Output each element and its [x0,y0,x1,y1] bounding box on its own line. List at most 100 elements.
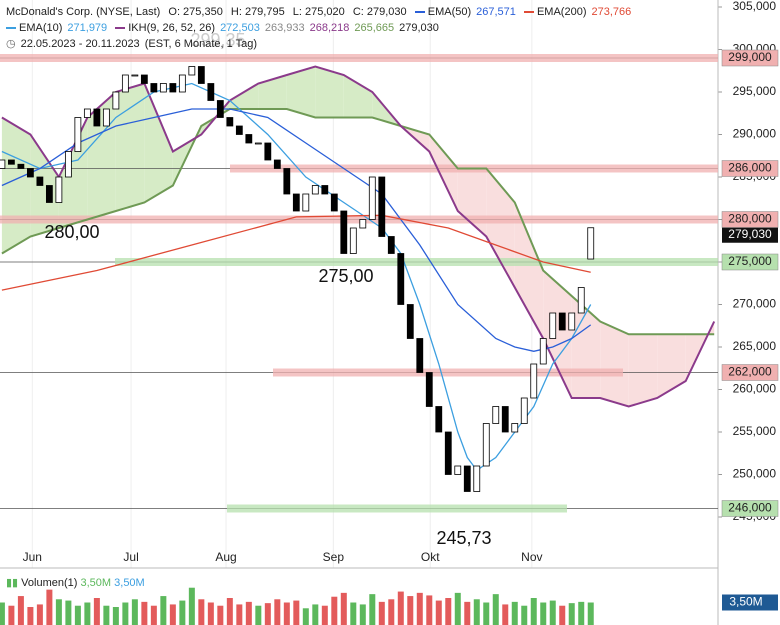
volume-bar [587,602,594,625]
last-price-label: 279,030 [728,227,772,241]
candle [302,193,310,212]
cloud-fill [87,92,116,220]
volume-bar [55,599,62,625]
volume-bar [8,605,15,625]
legend-value: 265,665 [354,22,395,34]
volume-bar [359,604,366,625]
cloud-fill [657,334,686,398]
candle [492,406,500,424]
candle [501,406,509,433]
volume-bar [0,602,5,625]
ma-line [1,108,592,352]
volume-bar [302,608,309,625]
volume-bar [198,599,205,625]
volume-bar [568,603,575,625]
header-row: EMA(10) 271,979 IKH(9, 26, 52, 26) 272,503… [6,20,636,36]
candle [416,338,424,373]
candle [169,83,177,93]
volume-bar [540,602,547,625]
level-label: 280,000 [728,212,772,226]
level-label: 275,000 [728,254,772,268]
candle [368,176,376,220]
last-price-box [722,226,778,243]
candle [55,176,63,203]
cloud-fill [30,134,59,237]
level-band [0,54,718,62]
volume-bar [27,607,34,625]
candle [587,227,595,260]
legend-value: 268,218 [309,22,350,34]
legend-value: 272,503 [220,22,260,34]
candle [131,74,139,77]
level-label: 299,000 [728,50,772,64]
volume-value: 3,50M [114,577,145,589]
volume-bar [226,598,233,625]
candle [93,108,101,127]
volume-bar [160,596,167,625]
volume-bar [521,605,528,625]
annotation: 280,00 [44,222,99,242]
ohlc: H: 279,795 [230,6,285,18]
candle [17,163,25,169]
cloud-fill [1,117,31,254]
candle [273,159,281,169]
volume-bar [74,605,81,625]
legend: EMA(200) [536,6,587,18]
volume-bar [331,596,338,625]
volume-bar [464,601,471,625]
candle [83,108,91,118]
cloud-span-a [1,65,716,408]
volume-bar [236,604,243,625]
candle [45,185,53,203]
level-band [115,258,718,266]
volume-bar [483,602,490,625]
volume-title: Volumen(1) [21,577,78,589]
candle [226,117,234,127]
candle [235,125,243,135]
candle [245,134,253,144]
level-box [721,500,779,517]
cloud-fill [286,66,316,118]
cloud-fill [315,66,344,118]
candle [520,397,528,424]
volume-bar [112,607,119,625]
y-tick-label: 260,000 [733,382,777,396]
y-tick-label: 265,000 [733,339,777,353]
volume-bar [445,598,452,625]
instrument: McDonald's Corp. (NYSE, Last) [6,6,161,18]
ohlc: O: 275,350 [168,6,223,18]
volume-bar [122,602,129,625]
ohlc: L: 275,020 [292,6,345,18]
volume-bar [46,589,53,625]
header-row: ◷ 22.05.2023 - 20.11.2023 (EST, 6 Monate, … [6,38,257,50]
level-label: 246,000 [728,501,772,515]
y-tick-label: 270,000 [733,297,777,311]
cloud-fill [571,296,601,398]
candle [340,210,348,254]
candle [216,100,224,118]
candle [444,431,452,475]
candle [112,91,120,110]
candle [406,304,414,339]
volume-bar [511,601,518,625]
volume-bar [350,602,357,625]
candle [7,159,15,165]
level-band [227,504,567,513]
cloud-fill [457,168,487,237]
volume-bar [169,604,176,625]
cloud-span-b [1,108,715,336]
volume-bar [141,601,148,625]
annotation: 299,35 [190,30,245,50]
cloud-fill [115,83,145,211]
ohlc: C: 279,030 [352,6,407,18]
volume-value: 3,50M [80,577,112,589]
legend-value: 273,766 [591,6,632,18]
candle [435,406,443,433]
candle [558,312,566,331]
cloud-fill [229,83,259,109]
candle [188,66,196,76]
volume-bar [93,598,100,625]
x-tick-label: Sep [323,550,345,564]
volume-bar [283,602,290,625]
